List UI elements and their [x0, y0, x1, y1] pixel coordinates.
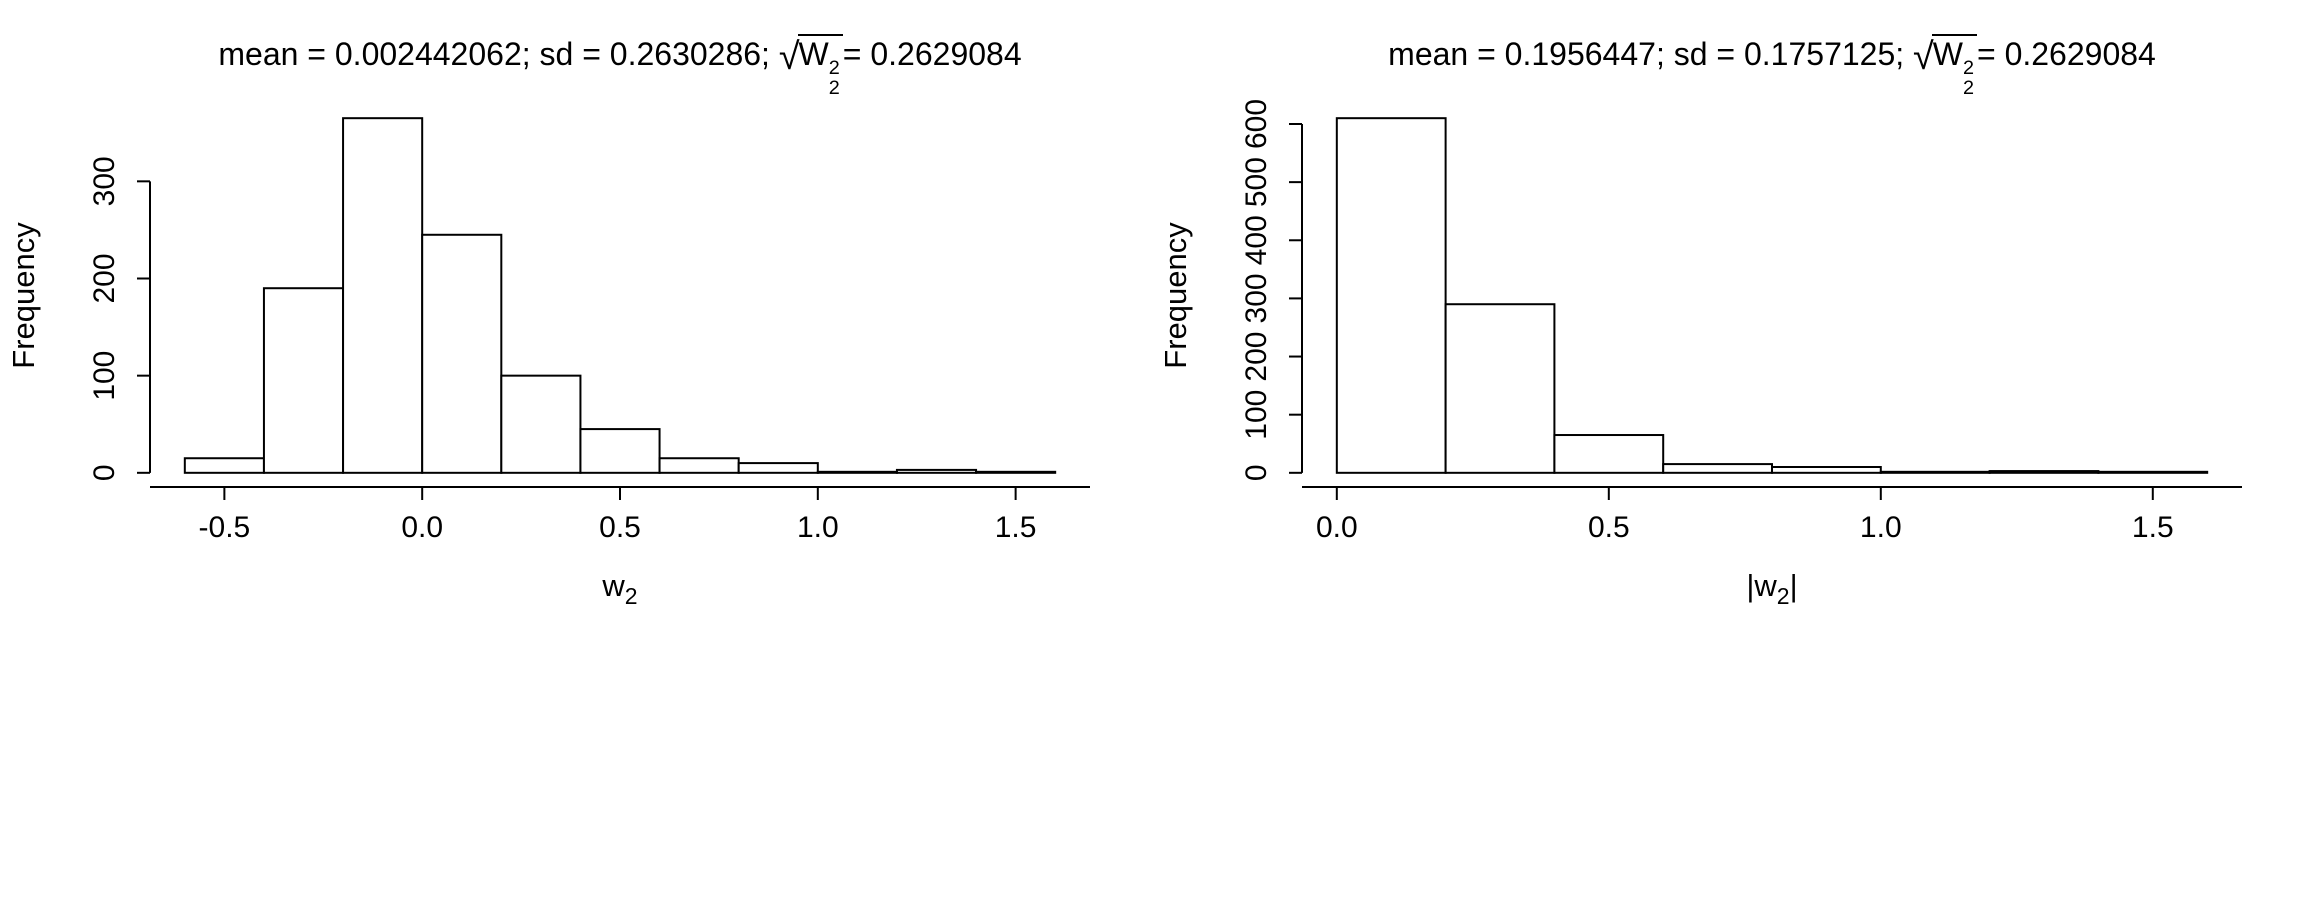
- y-tick-label: 200: [1240, 332, 1273, 382]
- histogram-bar: [1553, 434, 1665, 474]
- radicand-subscript: 2: [1962, 76, 1974, 99]
- x-tick-label: 1.5: [2132, 511, 2174, 544]
- histogram-right: mean = 0.1956447; sd = 0.1757125; √W 2 2 = …: [1152, 0, 2304, 921]
- x-axis-title: |w2|: [1746, 568, 1797, 609]
- histogram-bar: [1444, 303, 1556, 474]
- y-tick-label: 100: [88, 351, 121, 401]
- radicand-subscript: 2: [828, 76, 840, 99]
- histogram-left: mean = 0.002442062; sd = 0.2630286; √W 2 2…: [6, 34, 1152, 609]
- chart-title: mean = 0.002442062; sd = 0.2630286; √W 2 2…: [88, 34, 1152, 99]
- histogram-bar: [579, 428, 661, 474]
- y-tick-label: 100: [1240, 390, 1273, 440]
- sqrt-radical-icon: √: [1913, 34, 1934, 77]
- y-tick-label: 400: [1240, 215, 1273, 265]
- y-tick-label: 500: [1240, 157, 1273, 207]
- x-tick-label: 1.0: [1860, 511, 1902, 544]
- chart-title: mean = 0.1956447; sd = 0.1757125; √W 2 2 = …: [1240, 34, 2304, 99]
- x-tick-label: -0.5: [199, 511, 251, 544]
- histogram-plot: -0.5 0.0 0.5 1.0 1.5 0 100 200 300 Frequency w2: [6, 117, 1090, 609]
- y-tick-label: 0: [88, 464, 121, 481]
- histogram-bar: [816, 470, 898, 474]
- histogram-bar: [1335, 117, 1447, 474]
- x-axis-title: w2: [601, 568, 637, 609]
- y-tick-label: 0: [1240, 464, 1273, 481]
- x-tick-label: 0.0: [401, 511, 443, 544]
- histogram-bar: [895, 468, 978, 474]
- x-tick-label: 1.0: [797, 511, 839, 544]
- radicand-superscript: 2: [828, 56, 840, 79]
- y-tick-label: 200: [88, 253, 121, 303]
- title-suffix: = 0.2629084: [842, 36, 1022, 72]
- histogram-bar: [1771, 466, 1882, 474]
- radicand-base: W: [798, 36, 829, 72]
- y-tick-label: 600: [1240, 99, 1273, 149]
- y-axis-title: Frequency: [1158, 222, 1193, 369]
- y-axis-title: Frequency: [6, 222, 41, 369]
- histogram-bar: [500, 374, 582, 474]
- histogram-bar: [658, 457, 740, 474]
- histogram-bar: [737, 462, 819, 474]
- histogram-bar: [183, 457, 265, 474]
- histogram-bar: [1879, 470, 1991, 474]
- x-tick-label: 1.5: [995, 511, 1037, 544]
- y-tick-label: 300: [88, 156, 121, 206]
- radicand-base: W: [1932, 36, 1963, 72]
- y-tick-label: 300: [1240, 273, 1273, 323]
- title-prefix: mean = 0.002442062; sd = 0.2630286;: [218, 36, 779, 72]
- radicand-superscript: 2: [1962, 56, 1974, 79]
- histogram-bar: [975, 470, 1057, 474]
- title-suffix: = 0.2629084: [1976, 36, 2156, 72]
- histogram-bar: [342, 117, 424, 474]
- sqrt-radical-icon: √: [778, 34, 800, 77]
- x-tick-label: 0.5: [599, 511, 641, 544]
- x-tick-label: 0.5: [1588, 511, 1630, 544]
- histogram-bar: [1662, 463, 1773, 474]
- histogram-plot: 0.0 0.5 1.0 1.5 0 100 200 300 400 500 600 Frequency…: [1158, 99, 2242, 609]
- histogram-bar: [262, 287, 345, 474]
- histogram-bar: [421, 233, 503, 474]
- x-tick-label: 0.0: [1316, 511, 1358, 544]
- histogram-bar: [2097, 470, 2209, 474]
- histogram-bar: [1988, 470, 2100, 474]
- title-prefix: mean = 0.1956447; sd = 0.1757125;: [1388, 36, 1914, 72]
